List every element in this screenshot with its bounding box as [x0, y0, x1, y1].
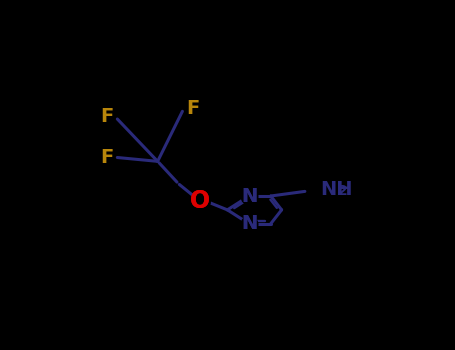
Text: N: N: [241, 214, 257, 233]
Text: N: N: [241, 214, 257, 233]
Text: F: F: [100, 107, 113, 126]
Text: N: N: [241, 187, 257, 205]
Text: O: O: [190, 189, 210, 214]
Text: NH: NH: [320, 180, 353, 198]
Text: N: N: [241, 187, 257, 205]
Text: 2: 2: [338, 184, 347, 198]
Text: F: F: [186, 99, 200, 119]
Text: O: O: [190, 189, 210, 214]
Text: F: F: [100, 148, 113, 167]
